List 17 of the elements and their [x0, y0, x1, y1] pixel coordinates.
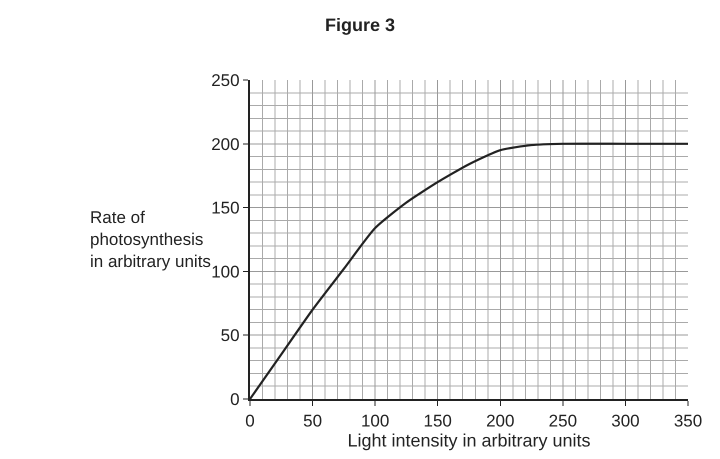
x-tick-label: 350: [674, 411, 702, 430]
x-tick-label: 250: [548, 411, 578, 430]
y-tick-label: 200: [211, 134, 240, 154]
y-tick-label: 0: [230, 390, 240, 409]
x-tick-label: 300: [611, 411, 640, 430]
y-tick-label: 250: [211, 70, 240, 90]
x-tick-label: 50: [303, 411, 322, 430]
y-tick-label: 100: [211, 262, 240, 282]
x-tick-label: 0: [245, 411, 255, 430]
y-tick-label: 150: [211, 198, 240, 218]
y-tick-label: 50: [220, 326, 240, 346]
x-axis-title: Light intensity in arbitrary units: [347, 430, 591, 450]
x-tick-label: 200: [486, 411, 514, 430]
chart-title: Figure 3: [324, 14, 396, 35]
x-tick-label: 150: [424, 411, 452, 430]
y-axis-title: Rate of photosynthesis in arbitrary units: [90, 208, 211, 272]
x-tick-label: 100: [360, 411, 390, 430]
